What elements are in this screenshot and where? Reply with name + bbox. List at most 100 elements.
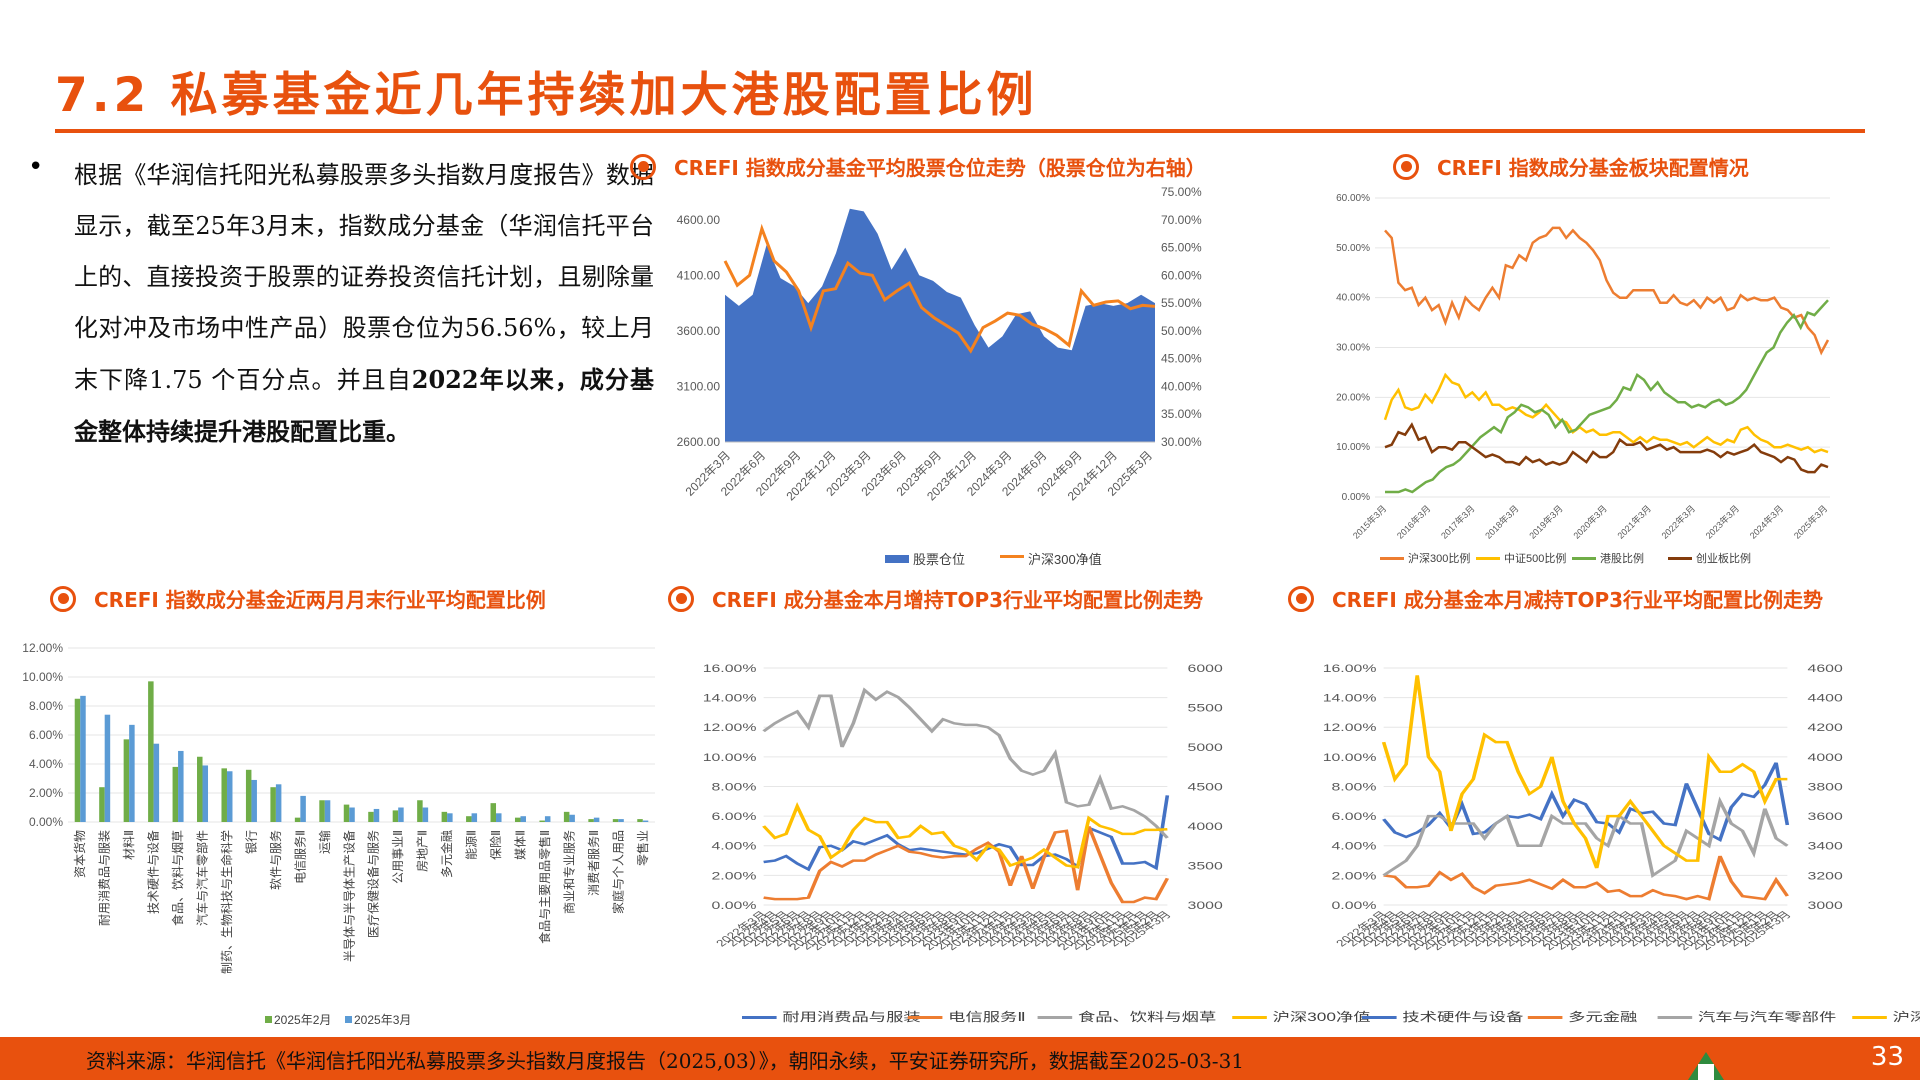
bar-mar	[178, 750, 184, 822]
bar-feb	[490, 803, 497, 822]
y-right-tick: 3000	[1808, 899, 1844, 911]
x-tick: 家庭与个人用品	[610, 830, 625, 914]
page-number: 33	[1870, 1042, 1904, 1072]
y-right-tick: 3500	[1188, 860, 1224, 872]
chart2-header: CREFI 指数成分基金板块配置情况	[1393, 152, 1749, 181]
bar-feb	[392, 810, 399, 822]
bar-mar	[569, 814, 575, 822]
x-tick: 软件与服务	[268, 830, 283, 890]
y-right-tick: 70.00%	[1161, 213, 1202, 227]
line-hk	[1385, 299, 1829, 494]
bar-mar	[373, 808, 380, 822]
target-icon	[1288, 585, 1314, 612]
y-left-tick: 8.00%	[1332, 781, 1377, 793]
y-tick: 6.00%	[29, 728, 63, 742]
bar-mar	[104, 714, 111, 822]
line-series-1	[763, 826, 1170, 904]
legend-label: 创业板比例	[1696, 551, 1751, 565]
chart5-title: CREFI 成分基金本月减持TOP3行业平均配置比例走势	[1332, 588, 1824, 612]
bar-mar	[80, 695, 86, 822]
legend-label: 多元金融	[1568, 1011, 1637, 1025]
line-series-3	[1381, 675, 1788, 869]
line-hs300	[723, 223, 1156, 354]
legend-label: 股票仓位	[913, 552, 965, 567]
bar-mar	[226, 771, 233, 822]
y-tick: 10.00%	[1336, 442, 1370, 453]
y-right-tick: 30.00%	[1161, 435, 1202, 449]
bar-feb	[74, 698, 81, 822]
c2-x-tick: 2018年3月	[1483, 503, 1521, 541]
x-tick: 资本货物	[72, 830, 87, 878]
y-left-tick: 2600.00	[677, 435, 721, 449]
chart5-header: CREFI 成分基金本月减持TOP3行业平均配置比例走势	[1288, 584, 1823, 613]
bar-feb	[319, 800, 325, 822]
c2-x-tick: 2025年3月	[1791, 503, 1829, 541]
chart1-header: CREFI 指数成分基金平均股票仓位走势（股票仓位为右轴）	[630, 152, 1206, 181]
chart-industry-allocation: 0.00% 2.00% 4.00% 6.00% 8.00% 10.00% 12.00% 资本货…	[22, 641, 655, 1027]
legend-label: 沪深300净值	[1028, 552, 1102, 567]
chart1-title: CREFI 指数成分基金平均股票仓位走势（股票仓位为右轴）	[674, 156, 1206, 180]
y-right-tick: 4500	[1188, 781, 1224, 793]
chart2-title: CREFI 指数成分基金板块配置情况	[1437, 156, 1749, 180]
y-left-tick: 3100.00	[677, 379, 721, 393]
legend-swatch	[1668, 557, 1692, 560]
x-tick: 媒体Ⅱ	[513, 830, 527, 860]
bar-feb	[612, 819, 619, 822]
y-tick: 4.00%	[29, 757, 63, 771]
y-tick: 8.00%	[29, 699, 63, 713]
y-left-tick: 12.00%	[1323, 722, 1377, 734]
bar-feb	[148, 681, 154, 822]
bar-mar	[471, 813, 478, 822]
y-left-tick: 6.00%	[712, 810, 757, 822]
legend-label: 电信服务Ⅱ	[948, 1011, 1026, 1025]
y-tick: 60.00%	[1336, 193, 1370, 204]
bar-feb	[514, 817, 521, 822]
legend-swatch	[1380, 557, 1404, 560]
y-left-tick: 10.00%	[703, 751, 757, 763]
y-left-tick: 6.00%	[1332, 810, 1377, 822]
chart-top3-increase: 0.00% 2.00% 4.00% 6.00% 8.00% 10.00% 12.00% 14.…	[703, 662, 1371, 1025]
legend-label: 食品、饮料与烟草	[1078, 1011, 1216, 1025]
bar-feb	[441, 811, 448, 822]
x-tick: 食品与主要用品零售Ⅱ	[537, 830, 552, 944]
bar-feb	[343, 804, 350, 822]
bar-feb	[197, 756, 203, 822]
x-tick: 消费者服务Ⅱ	[586, 830, 601, 896]
y-right-tick: 3400	[1808, 840, 1844, 852]
bar-feb	[99, 787, 105, 822]
x-tick: 耐用消费品与服装	[98, 830, 112, 926]
y-left-tick: 10.00%	[1323, 751, 1377, 763]
x-tick: 制药、生物科技与生命科学	[219, 830, 234, 974]
bar-mar	[544, 816, 551, 822]
legend-label: 技术硬件与设备	[1402, 1011, 1523, 1025]
bar-feb	[417, 800, 423, 822]
bar-mar	[398, 807, 404, 822]
target-icon	[1393, 153, 1419, 180]
legend-label: 2025年3月	[354, 1013, 411, 1027]
y-left-tick: 8.00%	[712, 781, 757, 793]
y-left-tick: 16.00%	[703, 662, 757, 674]
y-right-tick: 3200	[1808, 870, 1844, 882]
y-left-tick: 4.00%	[1332, 840, 1377, 852]
y-right-tick: 6000	[1188, 662, 1224, 674]
x-tick: 运输	[317, 830, 332, 854]
page-title: 7.2 私募基金近几年持续加大港股配置比例	[55, 68, 1038, 123]
c2-x-tick: 2021年3月	[1615, 503, 1653, 541]
source-note: 资料来源：华润信托《华润信托阳光私募股票多头指数月度报告（2025,03）》，朝…	[86, 1049, 1245, 1073]
x-tick: 食品、饮料与烟草	[170, 830, 185, 926]
target-icon	[50, 585, 76, 612]
line-csi500	[1383, 372, 1829, 454]
chart3-header: CREFI 指数成分基金近两月月末行业平均配置比例	[50, 584, 546, 613]
line-series-3	[762, 802, 1168, 869]
y-right-tick: 35.00%	[1161, 407, 1202, 421]
x-tick: 多元金融	[439, 830, 454, 878]
bar-feb	[123, 739, 130, 822]
legend-swatch	[1000, 555, 1024, 558]
bar-mar	[520, 816, 526, 822]
legend-label: 2025年2月	[274, 1013, 331, 1027]
bar-feb	[539, 820, 545, 822]
legend-swatch	[1362, 1016, 1397, 1019]
legend-label: 耐用消费品与服装	[782, 1011, 920, 1025]
bar-feb	[588, 819, 594, 822]
c2-x-tick: 2020年3月	[1571, 503, 1609, 541]
